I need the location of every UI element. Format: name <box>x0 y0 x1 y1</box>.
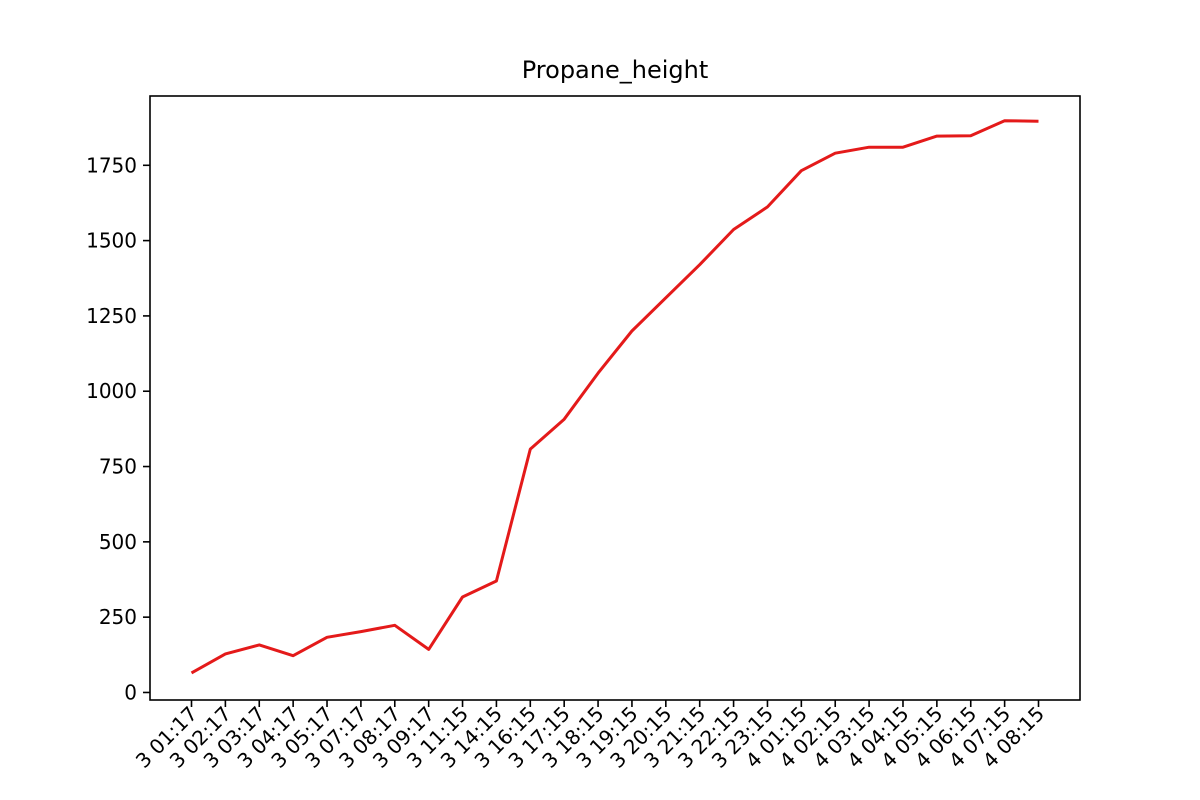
y-tick-label: 250 <box>99 605 137 629</box>
chart-title: Propane_height <box>522 56 709 84</box>
y-tick-label: 1250 <box>86 304 137 328</box>
y-tick-label: 750 <box>99 455 137 479</box>
y-tick-label: 1750 <box>86 153 137 177</box>
y-tick-label: 1000 <box>86 379 137 403</box>
y-tick-label: 500 <box>99 530 137 554</box>
y-tick-label: 1500 <box>86 229 137 253</box>
plot-frame <box>149 95 1081 701</box>
series-line <box>190 119 1039 675</box>
y-axis: 0 250 500 750 1000 1250 1500 1750 <box>86 153 150 704</box>
y-tick-label: 0 <box>124 680 137 704</box>
